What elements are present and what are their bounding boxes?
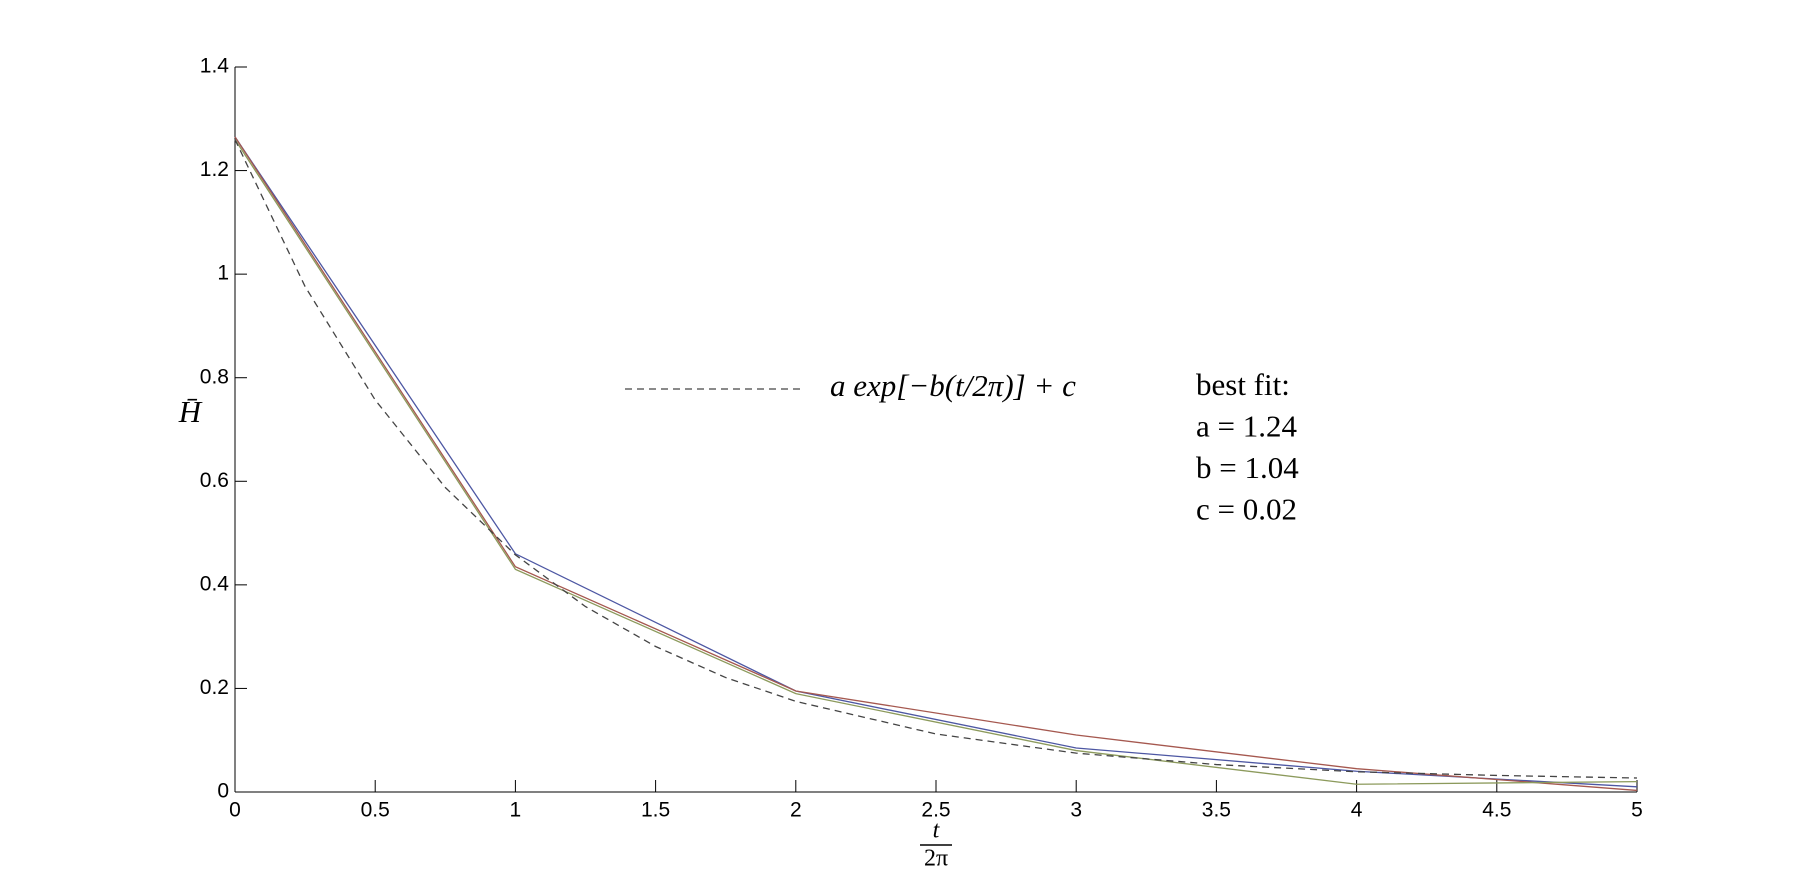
annotation: c = 0.02: [1196, 492, 1297, 527]
y-tick-label: 1.2: [200, 158, 229, 181]
y-tick-label: 0.8: [200, 365, 229, 388]
x-tick-label: 5: [1631, 799, 1643, 822]
x-tick-label: 3: [1070, 799, 1082, 822]
data-line: [234, 136, 1638, 788]
y-tick-label: 1: [217, 262, 229, 285]
data-line: [234, 139, 1638, 785]
annotation: b = 1.04: [1196, 450, 1299, 485]
x-tick-label: 4: [1351, 799, 1363, 822]
y-tick-label: 1.4: [200, 55, 230, 78]
y-tick-label: 0.6: [200, 469, 229, 492]
y-tick-label: 0: [217, 780, 229, 803]
data-line: [234, 139, 1638, 779]
x-tick-label: 0: [229, 799, 241, 822]
x-tick-label: 0.5: [361, 799, 390, 822]
x-axis-label-numerator: t: [933, 818, 941, 844]
x-tick-label: 4.5: [1482, 799, 1511, 822]
annotation: a = 1.24: [1196, 409, 1297, 444]
x-tick-label: 2.5: [921, 799, 950, 822]
x-tick-label: 1: [510, 799, 522, 822]
x-tick-label: 2: [790, 799, 802, 822]
x-tick-label: 1.5: [641, 799, 670, 822]
y-tick-label: 0.2: [200, 676, 229, 699]
legend-label: a exp[−b(t/2π)] + c: [830, 368, 1076, 403]
y-axis-label: H̄: [178, 394, 203, 429]
data-line: [234, 136, 1638, 792]
x-axis-label-denominator: 2π: [924, 846, 948, 872]
annotation: best fit:: [1196, 367, 1290, 402]
y-tick-label: 0.4: [200, 572, 230, 595]
x-tick-label: 3.5: [1202, 799, 1231, 822]
